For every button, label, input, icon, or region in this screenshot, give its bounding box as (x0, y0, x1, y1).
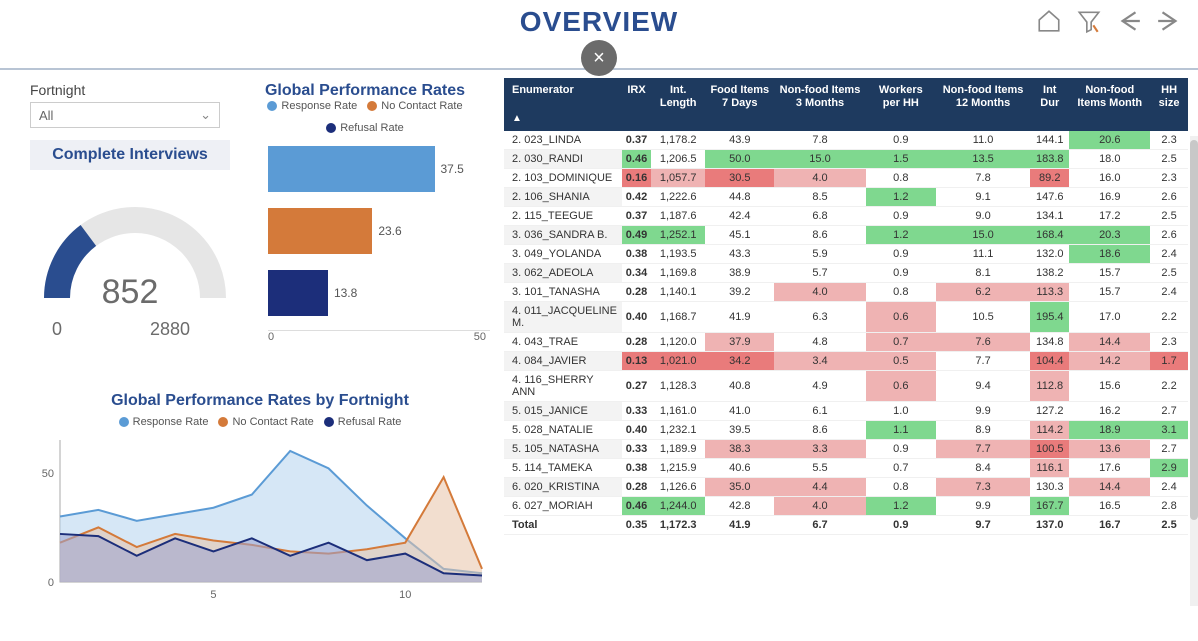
filter-value: All (39, 108, 53, 123)
svg-text:50: 50 (42, 468, 54, 480)
gauge-min: 0 (52, 319, 62, 340)
legend-item: No Contact Rate (218, 416, 313, 428)
table-column-header[interactable]: HH size (1150, 78, 1188, 131)
table-row[interactable]: 2. 023_LINDA0.371,178.243.97.80.911.0144… (504, 131, 1188, 150)
fortnight-area-chart: 0 50 5 10 (30, 432, 490, 602)
legend-item: No Contact Rate (367, 100, 462, 112)
table-body: 2. 023_LINDA0.371,178.243.97.80.911.0144… (504, 131, 1188, 535)
data-table: Enumerator▲IRXInt. LengthFood Items 7 Da… (504, 78, 1188, 535)
table-column-header[interactable]: Food Items 7 Days (705, 78, 774, 131)
legend-item: Response Rate (267, 100, 357, 112)
table-row[interactable]: 2. 106_SHANIA0.421,222.644.88.51.29.1147… (504, 188, 1188, 207)
filter-select[interactable]: All ⌄ (30, 102, 220, 128)
legend-item: Refusal Rate (326, 122, 404, 134)
table-column-header[interactable]: Non-food Items 12 Months (936, 78, 1030, 131)
filter-label: Fortnight (30, 82, 230, 98)
table-column-header[interactable]: Non-food Items Month (1069, 78, 1150, 131)
table-row[interactable]: 3. 049_YOLANDA0.381,193.543.35.90.911.11… (504, 245, 1188, 264)
table-total-row: Total0.351,172.341.96.70.99.7137.016.72.… (504, 516, 1188, 535)
table-row[interactable]: 2. 103_DOMINIQUE0.161,057.730.54.00.87.8… (504, 169, 1188, 188)
svg-text:0: 0 (48, 577, 54, 589)
gauge-value: 852 (102, 273, 159, 312)
table-column-header[interactable]: Enumerator▲ (504, 78, 622, 131)
legend-item: Response Rate (119, 416, 209, 428)
table-row[interactable]: 4. 011_JACQUELINE M.0.401,168.741.96.30.… (504, 302, 1188, 333)
gpr-legend: Response Rate No Contact Rate Refusal Rate (240, 100, 490, 134)
table-row[interactable]: 4. 116_SHERRY ANN0.271,128.340.84.90.69.… (504, 371, 1188, 402)
table-row[interactable]: 4. 043_TRAE0.281,120.037.94.80.77.6134.8… (504, 333, 1188, 352)
gpr-title: Global Performance Rates (240, 82, 490, 100)
table-row[interactable]: 5. 028_NATALIE0.401,232.139.58.61.18.911… (504, 421, 1188, 440)
hbar-row: 13.8 (268, 262, 490, 324)
svg-text:5: 5 (210, 589, 216, 601)
table-row[interactable]: 3. 062_ADEOLA0.341,169.838.95.70.98.1138… (504, 264, 1188, 283)
table-row[interactable]: 3. 036_SANDRA B.0.491,252.145.18.61.215.… (504, 226, 1188, 245)
fortnight-legend: Response Rate No Contact Rate Refusal Rate (30, 416, 490, 428)
table-row[interactable]: 6. 027_MORIAH0.461,244.042.84.01.29.9167… (504, 497, 1188, 516)
filter-icon[interactable] (1076, 8, 1102, 34)
table-column-header[interactable]: Int Dur (1030, 78, 1069, 131)
table-header-row: Enumerator▲IRXInt. LengthFood Items 7 Da… (504, 78, 1188, 131)
table-row[interactable]: 5. 015_JANICE0.331,161.041.06.11.09.9127… (504, 402, 1188, 421)
page-title: OVERVIEW (0, 0, 1198, 38)
gauge-title: Complete Interviews (30, 140, 230, 170)
nav-back-icon[interactable] (1116, 8, 1142, 34)
home-icon[interactable] (1036, 8, 1062, 34)
hbar-row: 37.5 (268, 138, 490, 200)
table-column-header[interactable]: Non-food Items 3 Months (774, 78, 865, 131)
chevron-down-icon: ⌄ (200, 107, 211, 123)
table-row[interactable]: 5. 105_NATASHA0.331,189.938.33.30.97.710… (504, 440, 1188, 459)
scrollbar[interactable] (1190, 136, 1198, 606)
table-row[interactable]: 6. 020_KRISTINA0.281,126.635.04.40.87.31… (504, 478, 1188, 497)
table-row[interactable]: 3. 101_TANASHA0.281,140.139.24.00.86.211… (504, 283, 1188, 302)
table-column-header[interactable]: Workers per HH (866, 78, 936, 131)
table-row[interactable]: 2. 030_RANDI0.461,206.550.015.01.513.518… (504, 150, 1188, 169)
hbar-chart: 37.523.613.8050 (240, 138, 490, 378)
svg-text:10: 10 (399, 589, 411, 601)
table-row[interactable]: 2. 115_TEEGUE0.371,187.642.46.80.99.0134… (504, 207, 1188, 226)
legend-item: Refusal Rate (324, 416, 402, 428)
table-row[interactable]: 5. 114_TAMEKA0.381,215.940.65.50.78.4116… (504, 459, 1188, 478)
table-row[interactable]: 4. 084_JAVIER0.131,021.034.23.40.57.7104… (504, 352, 1188, 371)
table-column-header[interactable]: Int. Length (651, 78, 705, 131)
nav-forward-icon[interactable] (1156, 8, 1182, 34)
gauge-max: 2880 (150, 319, 190, 340)
table-column-header[interactable]: IRX (622, 78, 651, 131)
hbar-row: 23.6 (268, 200, 490, 262)
fortnight-chart-title: Global Performance Rates by Fortnight (30, 392, 490, 410)
